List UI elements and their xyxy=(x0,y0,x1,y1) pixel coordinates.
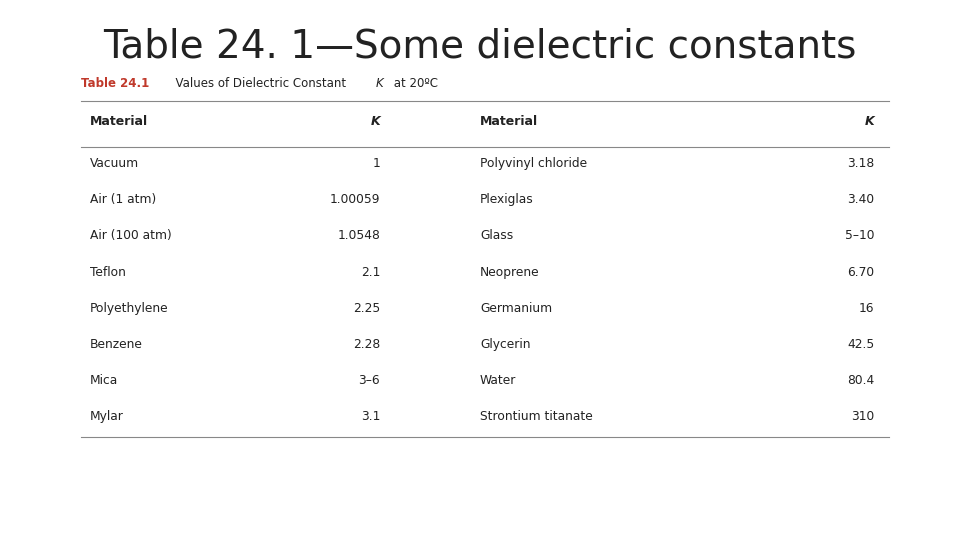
Text: Material: Material xyxy=(480,115,539,128)
Text: Values of Dielectric Constant: Values of Dielectric Constant xyxy=(168,77,350,90)
Text: Teflon: Teflon xyxy=(90,266,126,279)
Text: Water: Water xyxy=(480,374,516,387)
Text: 3.18: 3.18 xyxy=(848,157,875,170)
Text: Mylar: Mylar xyxy=(90,410,124,423)
Text: 3.40: 3.40 xyxy=(848,193,875,206)
Text: 2.28: 2.28 xyxy=(353,338,380,351)
Text: at 20ºC: at 20ºC xyxy=(390,77,438,90)
Text: Vacuum: Vacuum xyxy=(90,157,139,170)
Text: Mica: Mica xyxy=(90,374,118,387)
Text: 1: 1 xyxy=(372,157,380,170)
Text: Benzene: Benzene xyxy=(90,338,143,351)
Text: Glass: Glass xyxy=(480,230,514,242)
Text: K: K xyxy=(371,115,380,128)
Text: 3–6: 3–6 xyxy=(358,374,380,387)
Text: Table 24.1: Table 24.1 xyxy=(81,77,149,90)
Text: 6.70: 6.70 xyxy=(848,266,875,279)
Text: 5–10: 5–10 xyxy=(845,230,875,242)
Text: 3.1: 3.1 xyxy=(361,410,380,423)
Text: Glycerin: Glycerin xyxy=(480,338,531,351)
Text: Air (100 atm): Air (100 atm) xyxy=(90,230,172,242)
Text: K: K xyxy=(375,77,383,90)
Text: Germanium: Germanium xyxy=(480,302,552,315)
Text: 1.00059: 1.00059 xyxy=(329,193,380,206)
Text: Neoprene: Neoprene xyxy=(480,266,540,279)
Text: 310: 310 xyxy=(852,410,875,423)
Text: Strontium titanate: Strontium titanate xyxy=(480,410,592,423)
Text: 2.1: 2.1 xyxy=(361,266,380,279)
Text: 16: 16 xyxy=(859,302,875,315)
Text: Polyvinyl chloride: Polyvinyl chloride xyxy=(480,157,588,170)
Text: 42.5: 42.5 xyxy=(848,338,875,351)
Text: Table 24. 1—Some dielectric constants: Table 24. 1—Some dielectric constants xyxy=(104,27,856,65)
Text: Plexiglas: Plexiglas xyxy=(480,193,534,206)
Text: Polyethylene: Polyethylene xyxy=(90,302,169,315)
Text: Air (1 atm): Air (1 atm) xyxy=(90,193,156,206)
Text: K: K xyxy=(865,115,875,128)
Text: 80.4: 80.4 xyxy=(848,374,875,387)
Text: Material: Material xyxy=(90,115,149,128)
Text: 2.25: 2.25 xyxy=(353,302,380,315)
Text: 1.0548: 1.0548 xyxy=(337,230,380,242)
